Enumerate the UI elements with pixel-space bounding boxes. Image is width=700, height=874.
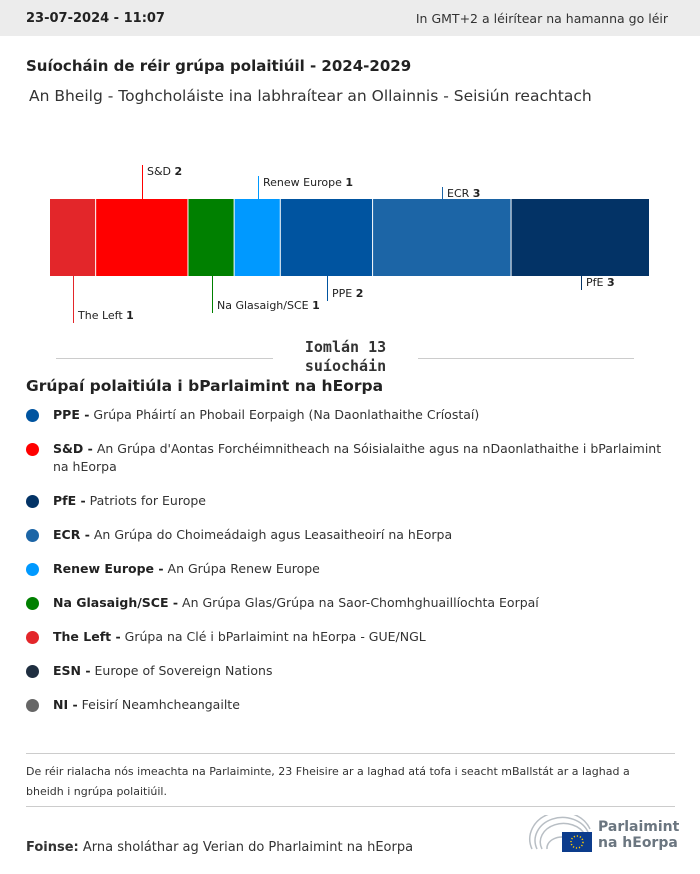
legend-dot-icon [26, 495, 39, 508]
divider [418, 358, 634, 359]
legend-item: NI - Feisirí Neamhcheangailte [26, 696, 240, 714]
legend-dot-icon [26, 409, 39, 422]
segment-value: 1 [312, 299, 320, 312]
source-label: Foinse: [26, 840, 79, 855]
divider [26, 753, 675, 754]
bar-segment-4 [280, 199, 373, 276]
legend-title: Grúpaí polaitiúla i bParlaimint na hEorp… [26, 377, 384, 395]
segment-value: 2 [356, 287, 364, 300]
parliament-hemicycle-icon [529, 815, 592, 852]
legend-item: PfE - Patriots for Europe [26, 492, 206, 510]
legend-desc: Feisirí Neamhcheangailte [81, 697, 240, 712]
bar-segment-6 [511, 199, 649, 276]
segment-label: Renew Europe 1 [263, 176, 353, 189]
bar-segment-2 [188, 199, 234, 276]
legend-abbr: ECR - [53, 527, 90, 542]
seat-bar-chart: The Left 1 S&D 2 Na Glasaigh/SCE 1 Renew Eu… [50, 165, 649, 323]
legend-desc: Patriots for Europe [89, 493, 206, 508]
legend-item: Na Glasaigh/SCE - An Grúpa Glas/Grúpa na… [26, 594, 539, 612]
page-subtitle: An Bheilg - Toghcholáiste ina labhraítea… [29, 87, 592, 105]
divider [26, 806, 675, 807]
legend-text: ECR - An Grúpa do Choimeádaigh agus Leas… [53, 526, 452, 544]
legend-desc: Grúpa Pháirtí an Phobail Eorpaigh (Na Da… [93, 407, 480, 422]
bar-segment-3 [234, 199, 280, 276]
legend-item: ECR - An Grúpa do Choimeádaigh agus Leas… [26, 526, 452, 544]
legend-desc: An Grúpa Renew Europe [167, 561, 320, 576]
divider [56, 358, 273, 359]
legend-item: The Left - Grúpa na Clé i bParlaimint na… [26, 628, 426, 646]
legend-abbr: PPE - [53, 407, 90, 422]
logo-line1: Parlaimint [598, 819, 680, 835]
segment-value: 1 [126, 309, 134, 322]
top-bar: 23-07-2024 - 11:07 In GMT+2 a léirítear … [0, 0, 700, 36]
legend-text: NI - Feisirí Neamhcheangailte [53, 696, 240, 714]
legend-text: ESN - Europe of Sovereign Nations [53, 662, 272, 680]
legend-text: Renew Europe - An Grúpa Renew Europe [53, 560, 320, 578]
segment-label: S&D 2 [147, 165, 182, 178]
legend-dot-icon [26, 631, 39, 644]
timezone-note: In GMT+2 a léirítear na hamanna go léir [415, 10, 668, 26]
timestamp: 23-07-2024 - 11:07 [26, 10, 165, 26]
segment-label: Na Glasaigh/SCE 1 [217, 299, 320, 312]
legend-text: PPE - Grúpa Pháirtí an Phobail Eorpaigh … [53, 406, 479, 424]
legend-item: ESN - Europe of Sovereign Nations [26, 662, 272, 680]
legend-desc: An Grúpa Glas/Grúpa na Saor-Chomhghuaill… [182, 595, 539, 610]
source-text: Arna sholáthar ag Verian do Pharlaimint … [82, 840, 414, 855]
legend-abbr: Renew Europe - [53, 561, 164, 576]
legend-abbr: NI - [53, 697, 78, 712]
legend-dot-icon [26, 443, 39, 456]
segment-value: 3 [473, 187, 481, 200]
legend-dot-icon [26, 563, 39, 576]
legend-item: Renew Europe - An Grúpa Renew Europe [26, 560, 320, 578]
legend-text: The Left - Grúpa na Clé i bParlaimint na… [53, 628, 426, 646]
segment-value: 3 [607, 276, 615, 289]
legend-abbr: The Left - [53, 629, 121, 644]
legend-dot-icon [26, 597, 39, 610]
legend-desc: Europe of Sovereign Nations [94, 663, 273, 678]
bar-segment-5 [373, 199, 511, 276]
bar-segment-0 [50, 199, 96, 276]
segment-label: PPE 2 [332, 287, 363, 300]
legend-item: S&D - An Grúpa d'Aontas Forchéimnitheach… [26, 440, 676, 476]
legend-item: PPE - Grúpa Pháirtí an Phobail Eorpaigh … [26, 406, 479, 424]
segment-label: PfE 3 [586, 276, 615, 289]
source: Foinse: Arna sholáthar ag Verian do Phar… [26, 840, 413, 855]
legend-dot-icon [26, 529, 39, 542]
legend-text: PfE - Patriots for Europe [53, 492, 206, 510]
legend-text: S&D - An Grúpa d'Aontas Forchéimnitheach… [53, 440, 676, 476]
segment-label: ECR 3 [447, 187, 480, 200]
legend-desc: Grúpa na Clé i bParlaimint na hEorpa - G… [124, 629, 426, 644]
page-title: Suíocháin de réir grúpa polaitiúil - 202… [26, 57, 412, 75]
segment-value: 2 [175, 165, 183, 178]
legend-dot-icon [26, 665, 39, 678]
legend-text: Na Glasaigh/SCE - An Grúpa Glas/Grúpa na… [53, 594, 539, 612]
ep-logo: Parlaimint na hEorpa [528, 815, 679, 855]
legend-abbr: S&D - [53, 441, 93, 456]
legend-abbr: ESN - [53, 663, 91, 678]
segment-value: 1 [345, 176, 353, 189]
logo-line2: na hEorpa [598, 835, 678, 851]
legend-desc: An Grúpa d'Aontas Forchéimnitheach na Só… [53, 441, 662, 474]
total-seats: Iomlán 13 suíocháin [304, 338, 387, 375]
note: De réir rialacha nós imeachta na Parlaim… [26, 765, 630, 798]
legend-abbr: Na Glasaigh/SCE - [53, 595, 179, 610]
bar-segment-1 [96, 199, 188, 276]
legend-dot-icon [26, 699, 39, 712]
legend-abbr: PfE - [53, 493, 86, 508]
legend-desc: An Grúpa do Choimeádaigh agus Leasaitheo… [93, 527, 453, 542]
segment-label: The Left 1 [77, 309, 134, 322]
